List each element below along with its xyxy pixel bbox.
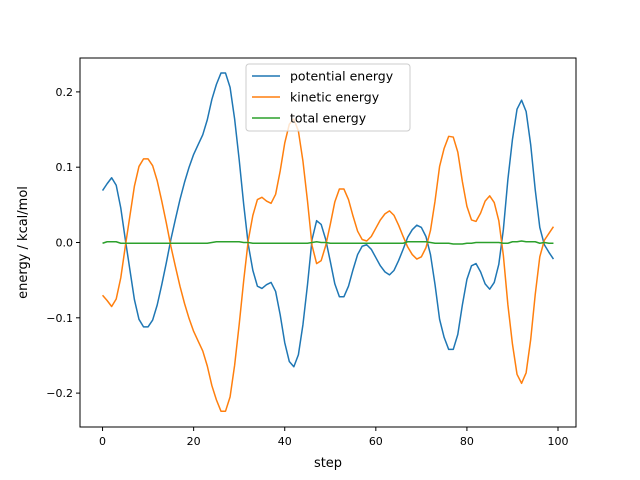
y-tick-label: 0.1: [56, 161, 74, 174]
y-tick-label: −0.1: [46, 312, 73, 325]
x-tick-label: 100: [548, 435, 569, 448]
x-tick-label: 40: [278, 435, 292, 448]
x-tick-label: 80: [460, 435, 474, 448]
series-layer: [101, 72, 555, 412]
legend-label: kinetic energy: [290, 90, 380, 105]
legend-label: total energy: [290, 111, 367, 126]
x-axis-label: step: [314, 456, 342, 471]
legend-label: potential energy: [290, 69, 394, 84]
x-axis: 0 20 40 60 80 100: [99, 427, 569, 448]
y-axis-label: energy / kcal/mol: [16, 186, 31, 299]
y-tick-label: 0.0: [56, 237, 74, 250]
series-line-total-energy: [102, 240, 554, 245]
x-tick-label: 0: [99, 435, 106, 448]
y-axis: −0.2 −0.1 0.0 0.1 0.2: [46, 86, 80, 400]
y-tick-label: −0.2: [46, 387, 73, 400]
y-tick-label: 0.2: [56, 86, 74, 99]
x-tick-label: 60: [369, 435, 383, 448]
series-line-kinetic-energy: [101, 118, 555, 412]
legend-box: [245, 63, 411, 132]
legend: potential energy kinetic energy total ener…: [245, 63, 411, 132]
series-line-potential-energy: [101, 72, 555, 368]
x-tick-label: 20: [187, 435, 201, 448]
